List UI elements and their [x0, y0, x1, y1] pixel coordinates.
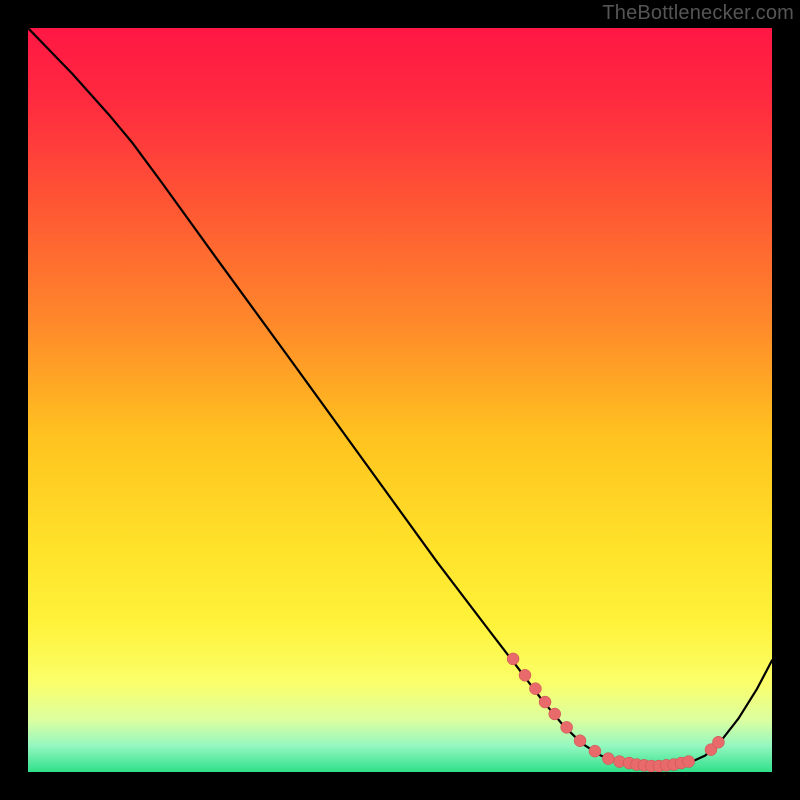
marker-point: [549, 708, 561, 720]
watermark-text: TheBottlenecker.com: [602, 2, 794, 25]
marker-point: [561, 721, 573, 733]
marker-point: [529, 683, 541, 695]
marker-point: [589, 745, 601, 757]
chart-svg: [28, 28, 772, 772]
marker-point: [683, 756, 695, 768]
plot-area: [28, 28, 772, 772]
marker-point: [507, 653, 519, 665]
marker-point: [574, 735, 586, 747]
marker-point: [712, 736, 724, 748]
marker-point: [519, 669, 531, 681]
gradient-background: [28, 28, 772, 772]
marker-point: [539, 696, 551, 708]
marker-point: [602, 753, 614, 765]
stage: TheBottlenecker.com: [0, 0, 800, 800]
